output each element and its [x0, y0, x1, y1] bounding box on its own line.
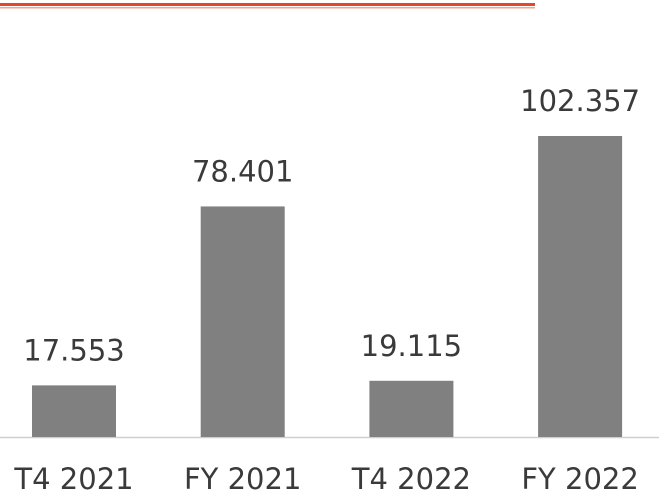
value-label: 102.357	[520, 84, 640, 118]
value-label: 78.401	[192, 154, 293, 188]
header-rule-light	[0, 7, 535, 9]
bar	[369, 380, 454, 437]
value-label: 19.115	[361, 329, 462, 363]
x-tick-label: T4 2022	[351, 462, 471, 493]
bar	[32, 385, 116, 437]
x-tick-label: T4 2021	[13, 462, 133, 493]
bar	[200, 206, 285, 437]
value-label: 17.553	[23, 333, 124, 367]
x-tick-label: FY 2022	[521, 462, 638, 493]
bar	[538, 136, 623, 437]
header-rule	[0, 3, 535, 6]
x-tick-label: FY 2021	[184, 462, 301, 493]
